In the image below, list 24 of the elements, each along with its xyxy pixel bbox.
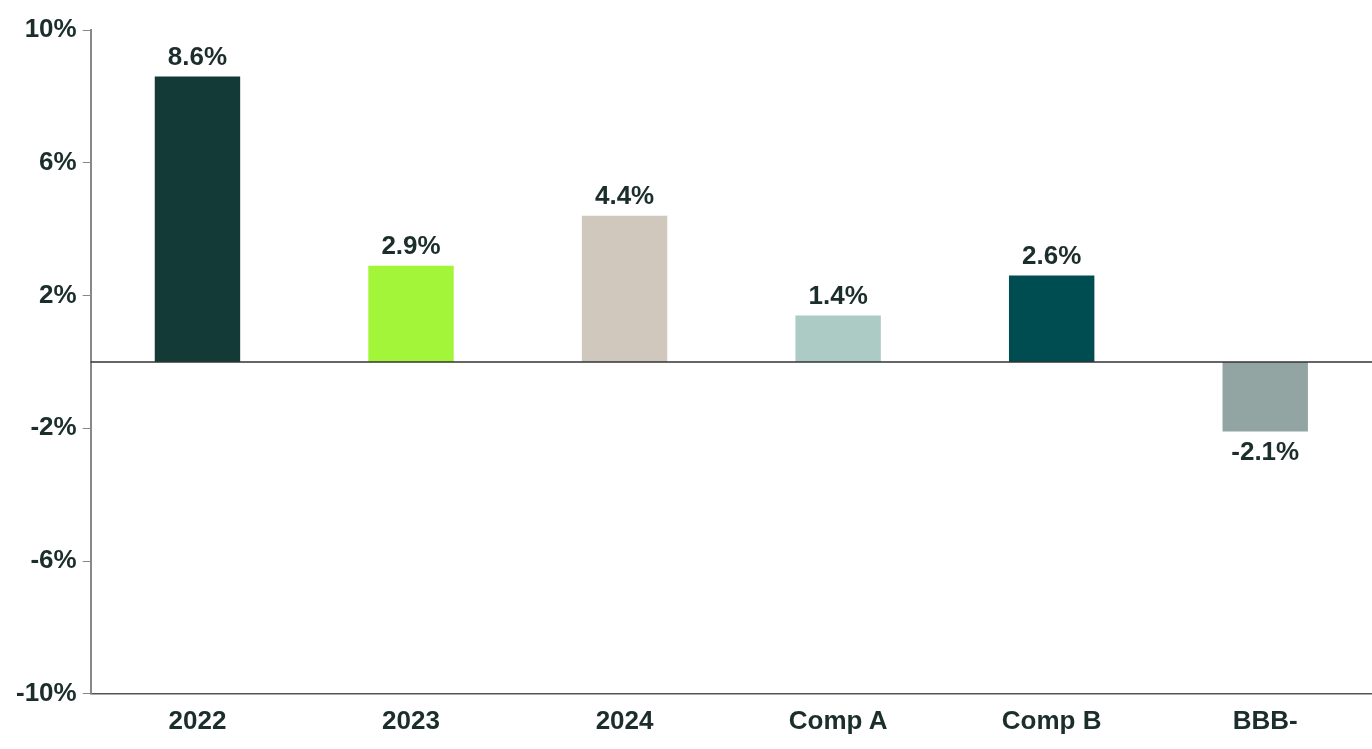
bar <box>795 315 881 362</box>
x-tick-label: 2024 <box>595 704 655 735</box>
y-tick-label: 6% <box>39 145 77 176</box>
y-tick-label: 2% <box>39 278 77 309</box>
data-label: 2.9% <box>381 229 441 260</box>
y-tick-label: 10% <box>24 13 77 44</box>
x-tick-label: BBB- <box>1232 704 1298 735</box>
x-tick-label: Comp B <box>1001 704 1102 735</box>
y-tick-label: -2% <box>30 411 77 442</box>
y-tick-label: -6% <box>30 544 77 575</box>
x-tick-label: 2022 <box>168 704 227 735</box>
data-label: 2.6% <box>1022 239 1082 270</box>
data-label: 4.4% <box>594 180 655 211</box>
x-tick-label: 2023 <box>382 704 440 735</box>
y-tick-label: -10% <box>15 676 77 707</box>
bar <box>581 215 668 362</box>
bar <box>368 265 454 362</box>
bar <box>1222 361 1308 432</box>
data-label: 8.6% <box>167 40 228 71</box>
data-label: -2.1% <box>1231 435 1300 466</box>
bar <box>1008 275 1095 362</box>
bar <box>154 76 241 362</box>
x-tick-label: Comp A <box>788 704 888 735</box>
data-label: 1.4% <box>808 279 868 310</box>
